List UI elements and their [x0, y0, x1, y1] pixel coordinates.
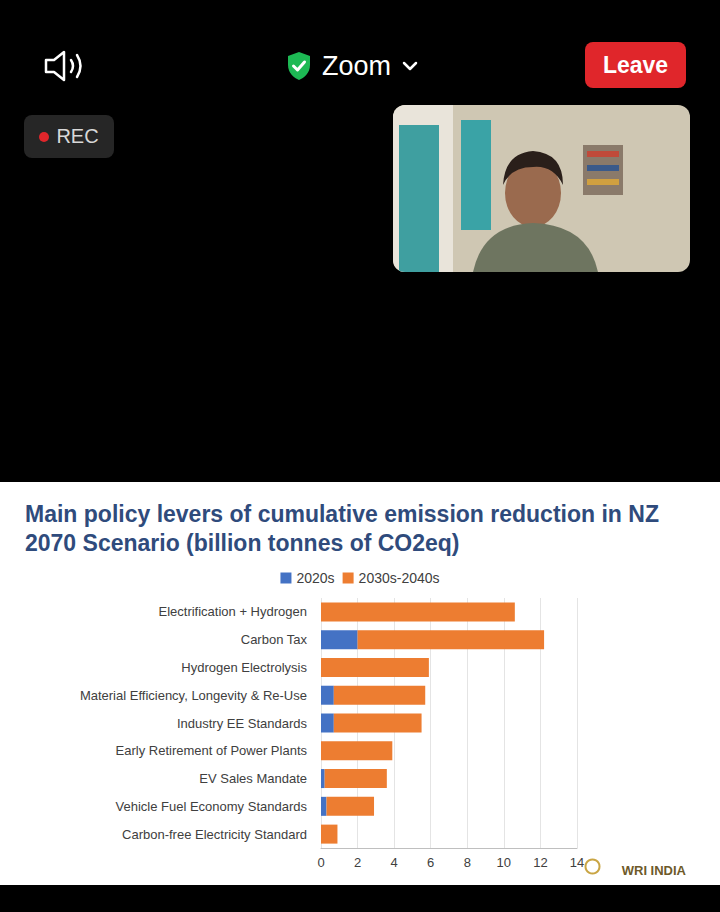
- html-text:Leave: Leave: [602, 51, 669, 78]
- svg-text:2070 Scenario (billion tonnes: 2070 Scenario (billion tonnes of CO2eq): [25, 530, 460, 556]
- svg-text:EV Sales Mandate: EV Sales Mandate: [199, 771, 307, 786]
- svg-text:14: 14: [570, 855, 584, 870]
- svg-text:Electrification + Hydrogen: Electrification + Hydrogen: [159, 604, 308, 619]
- svg-text:Carbon Tax: Carbon Tax: [241, 632, 308, 647]
- svg-text:Material Efficiency, Longevity: Material Efficiency, Longevity & Re-Use: [80, 688, 307, 703]
- svg-text:Industry EE Standards: Industry EE Standards: [177, 716, 308, 731]
- svg-text:Main policy levers of cumulati: Main policy levers of cumulative emissio…: [25, 501, 665, 527]
- html-text:Zoom: Zoom: [322, 50, 391, 81]
- svg-text:Carbon-free Electricity Standa: Carbon-free Electricity Standard: [122, 827, 307, 842]
- svg-text:2020s: 2020s: [296, 570, 334, 586]
- svg-text:8: 8: [464, 855, 471, 870]
- svg-text:WRI INDIA: WRI INDIA: [622, 863, 687, 878]
- svg-text:2030s-2040s: 2030s-2040s: [359, 570, 440, 586]
- svg-text:Early Retirement of Power Plan: Early Retirement of Power Plants: [116, 743, 308, 758]
- svg-text:2: 2: [354, 855, 361, 870]
- svg-text:12: 12: [533, 855, 547, 870]
- svg-text:Hydrogen Electrolysis: Hydrogen Electrolysis: [181, 660, 307, 675]
- svg-text:6: 6: [427, 855, 434, 870]
- svg-text:Vehicle Fuel Economy Standards: Vehicle Fuel Economy Standards: [116, 799, 308, 814]
- svg-text:0: 0: [317, 855, 324, 870]
- svg-text:10: 10: [497, 855, 511, 870]
- html-text:REC: REC: [56, 125, 99, 147]
- svg-text:4: 4: [391, 855, 398, 870]
